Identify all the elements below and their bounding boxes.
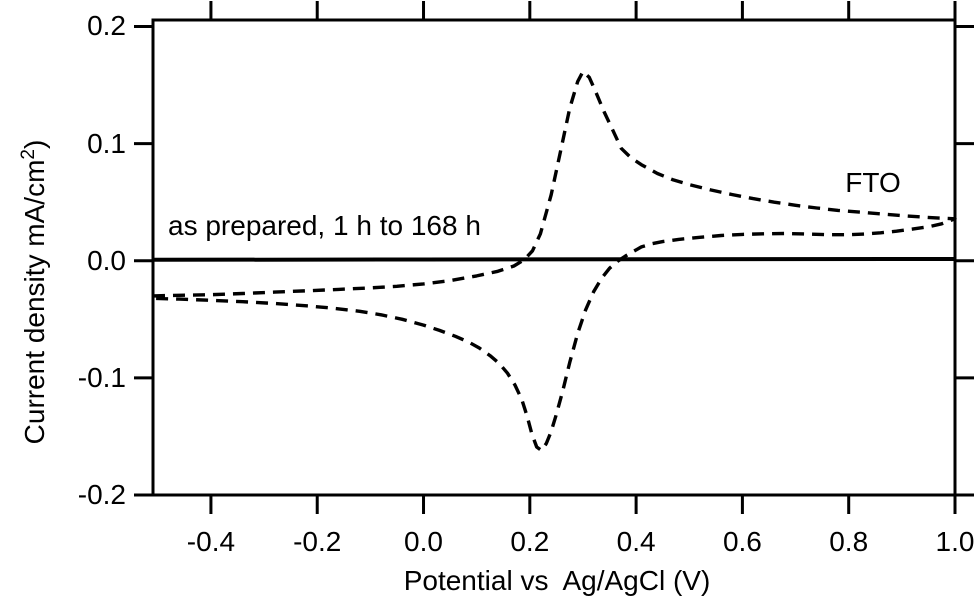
annotation-as-prepared: as prepared, 1 h to 168 h [168,210,481,241]
x-tick-label: 0.6 [722,526,762,557]
y-tick-label: 0.1 [87,127,126,159]
x-tick-label: 1.0 [935,526,975,557]
y-axis-title: Current density mA/cm2) [18,140,50,445]
x-axis-title: Potential vs Ag/AgCl (V) [403,565,711,596]
x-tick-label: -0.2 [293,526,342,557]
y-tick-label: 0.2 [87,10,126,42]
annotation-fto-curve-label: FTO [845,167,901,198]
y-tick-label: 0.0 [87,244,126,276]
x-tick-label: 0.0 [404,526,443,557]
y-tick-label: -0.1 [77,361,126,393]
series-curve-solid [152,257,956,262]
series-curve-dashed [152,69,957,453]
x-tick-label: 0.4 [616,526,656,557]
x-tick-label: 0.2 [510,526,550,557]
y-axis-title-text: Current density mA/cm [19,159,50,445]
y-tick-label: -0.2 [77,479,126,510]
x-tick-label: 0.8 [829,526,869,557]
x-tick-label: -0.4 [186,526,236,557]
plot-frame [151,18,957,497]
